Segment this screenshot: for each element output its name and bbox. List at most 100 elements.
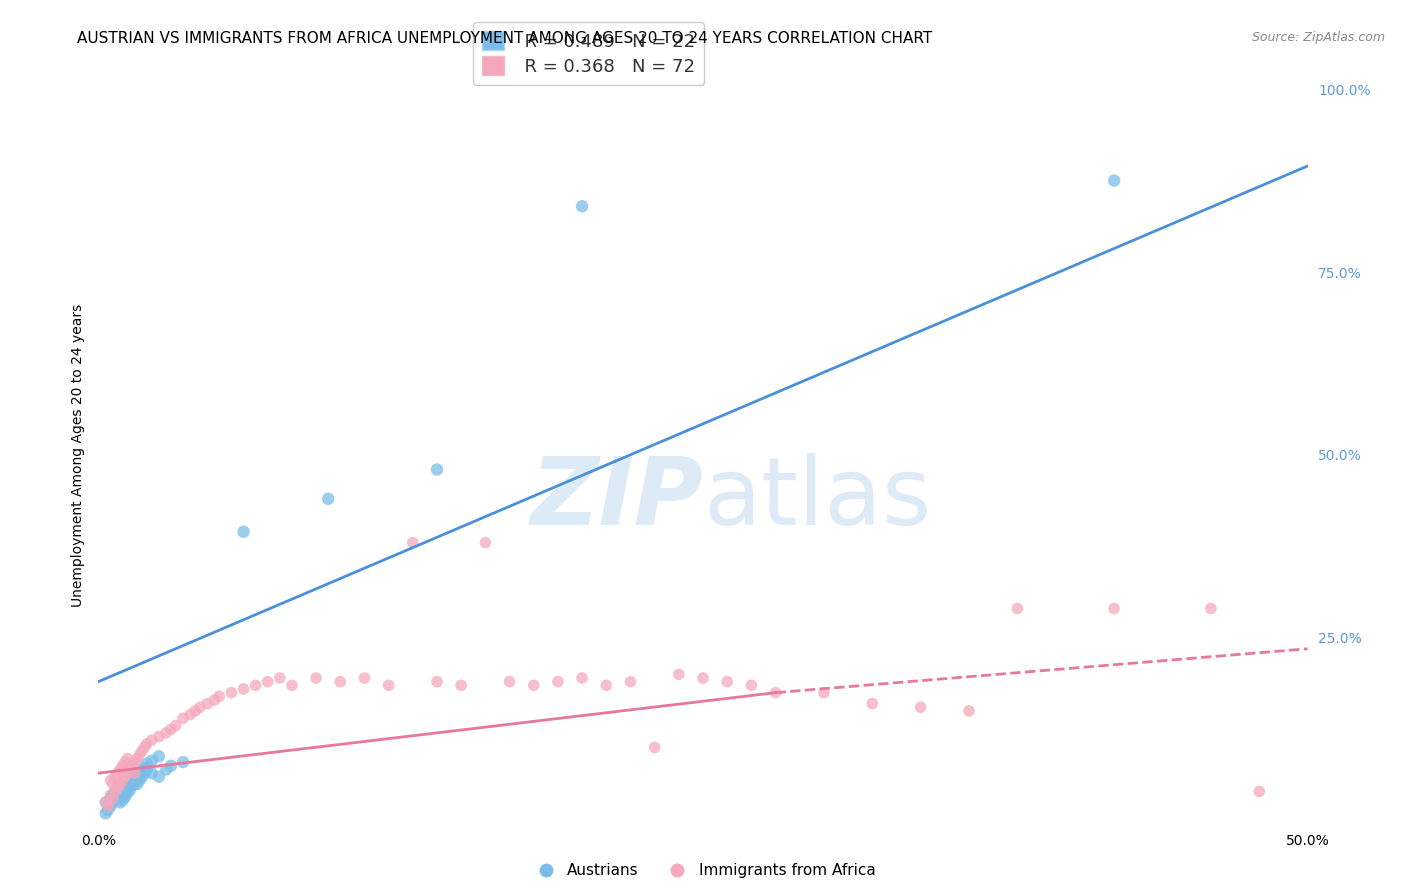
Point <box>135 737 157 751</box>
Point <box>571 671 593 685</box>
Point <box>97 803 120 817</box>
Point <box>114 755 136 769</box>
Point <box>1102 173 1125 188</box>
Point <box>160 758 183 772</box>
Point <box>131 770 153 784</box>
Point <box>148 730 170 744</box>
Point <box>523 678 546 692</box>
Point <box>269 671 291 685</box>
Point <box>134 766 156 780</box>
Point <box>353 671 375 685</box>
Point <box>121 773 143 788</box>
Point <box>118 777 141 791</box>
Point <box>377 678 399 692</box>
Point <box>104 784 127 798</box>
Point <box>188 700 211 714</box>
Point <box>232 524 254 539</box>
Point <box>101 796 124 810</box>
Point <box>111 773 134 788</box>
Point <box>208 690 231 704</box>
Point <box>450 678 472 692</box>
Point <box>117 786 139 800</box>
Point <box>104 784 127 798</box>
Point <box>101 788 124 802</box>
Point <box>111 788 134 802</box>
Point <box>117 780 139 795</box>
Point <box>148 749 170 764</box>
Point <box>127 777 149 791</box>
Point <box>1249 784 1271 798</box>
Point <box>104 770 127 784</box>
Point <box>111 793 134 807</box>
Point <box>118 783 141 797</box>
Point <box>172 755 194 769</box>
Point <box>692 671 714 685</box>
Point <box>135 763 157 777</box>
Point <box>155 763 177 777</box>
Point <box>595 678 617 692</box>
Point <box>108 777 131 791</box>
Y-axis label: Unemployment Among Ages 20 to 24 years: Unemployment Among Ages 20 to 24 years <box>70 303 84 607</box>
Point <box>100 799 122 814</box>
Point <box>94 796 117 810</box>
Point <box>245 678 267 692</box>
Point <box>118 763 141 777</box>
Point <box>127 771 149 785</box>
Point <box>474 535 496 549</box>
Point <box>124 770 146 784</box>
Point <box>184 704 207 718</box>
Point <box>94 806 117 821</box>
Point <box>155 726 177 740</box>
Point <box>160 723 183 737</box>
Point <box>256 674 278 689</box>
Point <box>101 791 124 805</box>
Point <box>426 462 449 476</box>
Point <box>108 763 131 777</box>
Text: atlas: atlas <box>703 453 931 545</box>
Point <box>108 796 131 810</box>
Point <box>94 796 117 810</box>
Point <box>148 770 170 784</box>
Text: AUSTRIAN VS IMMIGRANTS FROM AFRICA UNEMPLOYMENT AMONG AGES 20 TO 24 YEARS CORREL: AUSTRIAN VS IMMIGRANTS FROM AFRICA UNEMP… <box>77 31 932 46</box>
Text: Source: ZipAtlas.com: Source: ZipAtlas.com <box>1251 31 1385 45</box>
Point <box>1007 601 1029 615</box>
Point <box>100 773 122 788</box>
Point <box>135 756 157 771</box>
Point <box>910 700 932 714</box>
Point <box>131 744 153 758</box>
Point <box>97 799 120 814</box>
Point <box>402 535 425 549</box>
Point <box>127 751 149 765</box>
Point <box>111 758 134 772</box>
Point <box>124 775 146 789</box>
Point <box>165 718 187 732</box>
Point <box>498 674 520 689</box>
Point <box>121 758 143 772</box>
Point <box>1199 601 1222 615</box>
Point <box>134 761 156 775</box>
Point <box>107 788 129 802</box>
Point <box>426 674 449 689</box>
Point <box>957 704 980 718</box>
Point <box>813 686 835 700</box>
Point <box>141 733 163 747</box>
Point <box>121 779 143 793</box>
Point <box>305 671 328 685</box>
Point <box>128 773 150 788</box>
Point <box>107 780 129 795</box>
Point <box>117 766 139 780</box>
Point <box>104 791 127 805</box>
Point <box>128 768 150 782</box>
Point <box>131 764 153 778</box>
Point <box>114 790 136 805</box>
Point <box>716 674 738 689</box>
Point <box>107 766 129 780</box>
Point <box>101 777 124 791</box>
Point <box>128 747 150 762</box>
Point <box>668 667 690 681</box>
Point <box>740 678 762 692</box>
Point <box>100 788 122 802</box>
Point <box>860 697 883 711</box>
Point <box>141 754 163 768</box>
Point <box>100 791 122 805</box>
